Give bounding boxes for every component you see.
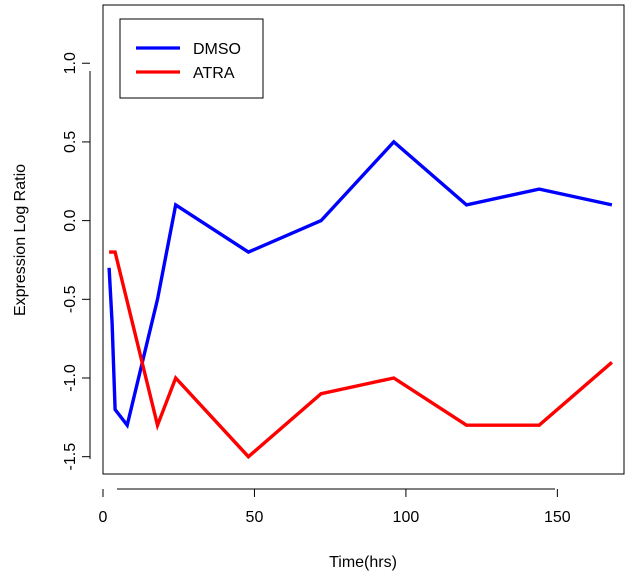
x-ticks: 0 50 100 150 — [99, 489, 571, 526]
y-tick-label: 0.5 — [62, 131, 79, 153]
legend-label-atra: ATRA — [193, 65, 235, 82]
y-tick-label: 0.0 — [62, 209, 79, 231]
series-layer — [107, 139, 614, 460]
x-tick-label: 50 — [246, 509, 264, 526]
series-line-atra — [109, 250, 614, 460]
legend-label-dmso: DMSO — [193, 41, 241, 58]
y-axis-title: Expression Log Ratio — [12, 164, 29, 316]
series-line-dmso — [107, 139, 613, 430]
y-ticks: -1.5 -1.0 -0.5 0.0 0.5 1.0 — [62, 52, 90, 470]
y-axis: -1.5 -1.0 -0.5 0.0 0.5 1.0 — [62, 52, 91, 470]
legend-box — [119, 18, 264, 99]
x-axis-title: Time(hrs) — [329, 554, 397, 571]
x-tick-label: 0 — [99, 509, 108, 526]
y-tick-label: 1.0 — [62, 52, 79, 74]
x-tick-label: 100 — [393, 509, 420, 526]
x-axis: 0 50 100 150 — [99, 488, 571, 526]
y-tick-label: -1.5 — [62, 443, 79, 471]
y-tick-label: -0.5 — [62, 285, 79, 313]
legend: DMSO ATRA — [119, 18, 264, 99]
x-tick-label: 150 — [544, 509, 571, 526]
plot-frame — [102, 4, 625, 475]
y-tick-label: -1.0 — [62, 364, 79, 392]
